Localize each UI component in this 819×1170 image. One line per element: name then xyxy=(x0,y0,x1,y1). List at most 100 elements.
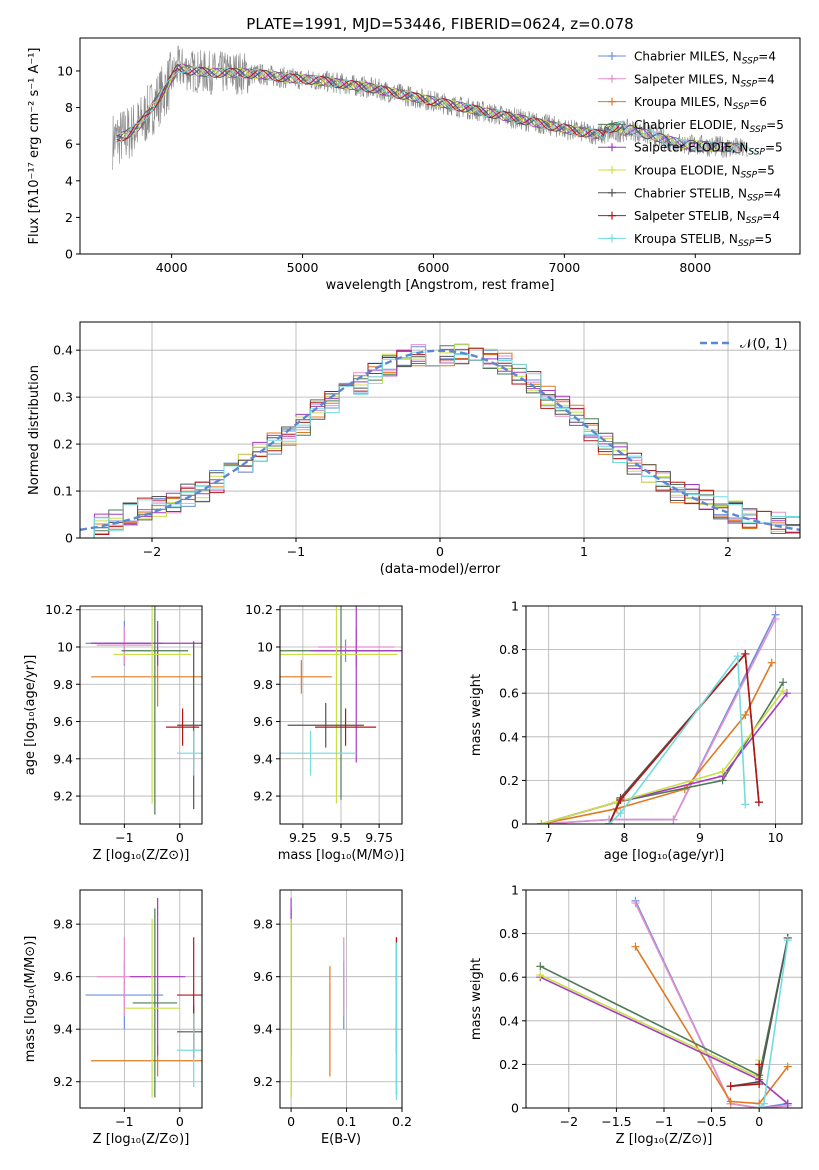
weight-series-line xyxy=(608,653,747,824)
legend-marker xyxy=(608,143,616,152)
legend-entry: Kroupa MILES, NSSP=6 xyxy=(634,95,767,112)
age_vs_mass-ytick-label: 9.4 xyxy=(253,751,273,766)
weight_vs_age-ytick-label: 0.4 xyxy=(499,729,519,744)
weight_vs_age-marks xyxy=(537,610,791,824)
weight_vs_z-xlabel: Z [log₁₀(Z/Z⊙)] xyxy=(616,1132,713,1147)
weight-series-line xyxy=(608,652,760,824)
residuals-xtick-label: 2 xyxy=(724,544,732,559)
residuals-ytick-label: 0.1 xyxy=(53,484,73,499)
weight_vs_age-ytick-label: 0 xyxy=(511,817,519,832)
data-point xyxy=(177,730,202,776)
spectrum-model-line xyxy=(116,66,620,142)
age_vs_z-ytick-label: 10.2 xyxy=(45,602,73,617)
data-point xyxy=(177,1013,202,1087)
legend-marker xyxy=(608,97,616,106)
age_vs_z-ytick-label: 9.2 xyxy=(53,789,73,804)
weight-point xyxy=(631,899,640,908)
age_vs_z-xtick-label: 0 xyxy=(176,830,184,845)
weight_vs_age-xlabel: age [log₁₀(age/yr)] xyxy=(604,848,725,863)
weight_vs_age-frame xyxy=(525,605,803,825)
weight_vs_z-ytick-label: 0.6 xyxy=(499,970,519,985)
age_vs_z-axes: −1 0 9.2 9.4 9.6 9.8 10 10.2 Z [log₁₀(Z/Z⊙)] age … xyxy=(23,602,203,863)
age_vs_z-ytick-label: 9.4 xyxy=(53,751,73,766)
weight-point xyxy=(755,1104,764,1108)
weight-point xyxy=(767,658,776,667)
weight-point xyxy=(536,962,545,971)
weight_vs_z-xtick-label: −1.5 xyxy=(601,1114,631,1129)
spectrum-ytick-label: 0 xyxy=(65,247,73,262)
mass_vs_ebv-xlabel: E(B-V) xyxy=(321,1132,361,1147)
legend-entry: 𝒩(0, 1) xyxy=(740,337,787,352)
weight-point xyxy=(631,942,640,951)
age_vs_mass-xtick-label: 9.75 xyxy=(365,830,393,845)
spectrum-ytick-label: 10 xyxy=(57,63,73,78)
spectrum-marks xyxy=(112,45,761,170)
age_vs_mass-xtick-label: 9.5 xyxy=(331,830,351,845)
weight-point xyxy=(718,767,727,776)
mass_vs_z-ytick-label: 9.6 xyxy=(53,969,73,984)
residuals-xtick-label: 1 xyxy=(580,544,588,559)
age_vs_mass-xlabel: mass [log₁₀(M/M⊙)] xyxy=(278,848,405,863)
residuals-xtick-label: −1 xyxy=(287,544,305,559)
legend-entry: Salpeter ELODIE, NSSP=5 xyxy=(634,141,783,158)
weight_vs_age-ytick-label: 0.6 xyxy=(499,686,519,701)
normal-curve xyxy=(80,349,800,531)
weight-point xyxy=(783,1099,792,1108)
residuals-ytick-label: 0.3 xyxy=(53,390,73,405)
weight_vs_age-plot-area xyxy=(526,606,802,824)
legend-marker xyxy=(608,211,616,220)
mass_vs_z-xlabel: Z [log₁₀(Z/Z⊙)] xyxy=(93,1132,190,1147)
weight-point xyxy=(537,820,546,824)
mass_vs_z-ylabel: mass [log₁₀(M/M⊙)] xyxy=(23,936,38,1063)
residual-histogram xyxy=(80,351,800,538)
residuals-ytick-label: 0.4 xyxy=(53,343,73,358)
weight-point xyxy=(726,1097,735,1106)
weight_vs_age-ytick-label: 1 xyxy=(511,599,519,614)
data-point xyxy=(280,606,398,804)
mass_vs_ebv-frame xyxy=(279,889,403,1109)
spectrum-model-line xyxy=(116,63,741,152)
mass_vs_ebv-ytick-label: 9.8 xyxy=(253,917,273,932)
weight-point xyxy=(733,652,742,661)
mass_vs_ebv-ytick-label: 9.2 xyxy=(253,1074,273,1089)
weight_vs_z-panel xyxy=(526,889,802,1109)
data-point xyxy=(129,897,186,1056)
spectrum-xtick-label: 7000 xyxy=(548,260,580,275)
age_vs_mass-ytick-label: 9.8 xyxy=(253,677,273,692)
weight_vs_age-ytick-label: 0.8 xyxy=(499,642,519,657)
weight_vs_z-xtick-label: 0 xyxy=(755,1114,763,1129)
weight_vs_age-ytick-label: 0.2 xyxy=(499,773,519,788)
mass_vs_z-ytick-label: 9.4 xyxy=(53,1022,73,1037)
weight_vs_age-panel xyxy=(526,605,802,825)
weight-point xyxy=(783,1062,792,1071)
spectrum-axes: 4000 5000 6000 7000 8000 0 2 4 6 8 10 wavelength [A… xyxy=(27,37,801,293)
legend-entry: Chabrier ELODIE, NSSP=5 xyxy=(634,118,784,135)
weight-series-line xyxy=(634,946,789,1105)
age_vs_mass-panel xyxy=(280,606,402,824)
mass_vs_z-axes: −1 0 9.2 9.4 9.6 9.8 Z [log₁₀(Z/Z⊙)] mass [log₁… xyxy=(23,889,203,1147)
data-point xyxy=(280,730,357,776)
weight-point xyxy=(754,798,763,807)
age_vs_z-marks xyxy=(85,606,202,815)
spectrum-frame xyxy=(79,37,801,255)
spectrum-xtick-label: 6000 xyxy=(418,260,450,275)
spectrum-ytick-label: 2 xyxy=(65,210,73,225)
age_vs_mass-ytick-label: 9.2 xyxy=(253,789,273,804)
weight-series-line xyxy=(634,902,788,1108)
data-point xyxy=(280,660,332,694)
weight-point xyxy=(741,711,750,719)
mass_vs_z-xtick-label: 0 xyxy=(176,1114,184,1129)
mass_vs_ebv-panel xyxy=(280,890,403,1108)
age_vs_z-frame xyxy=(79,605,203,825)
weight-point xyxy=(616,809,625,818)
legend-entry: Chabrier STELIB, NSSP=4 xyxy=(634,186,781,203)
weight_vs_z-ylabel: mass weight xyxy=(469,958,484,1040)
weight-point xyxy=(741,800,750,809)
weight_vs_age-xtick-label: 9 xyxy=(696,830,704,845)
data-point xyxy=(124,918,180,1098)
data-point xyxy=(315,708,377,746)
residuals-ytick-label: 0 xyxy=(65,531,73,546)
residuals-xlabel: (data-model)/error xyxy=(380,562,501,577)
age_vs_z-xtick-label: −1 xyxy=(115,830,133,845)
age_vs_mass-xtick-label: 9.25 xyxy=(289,830,317,845)
